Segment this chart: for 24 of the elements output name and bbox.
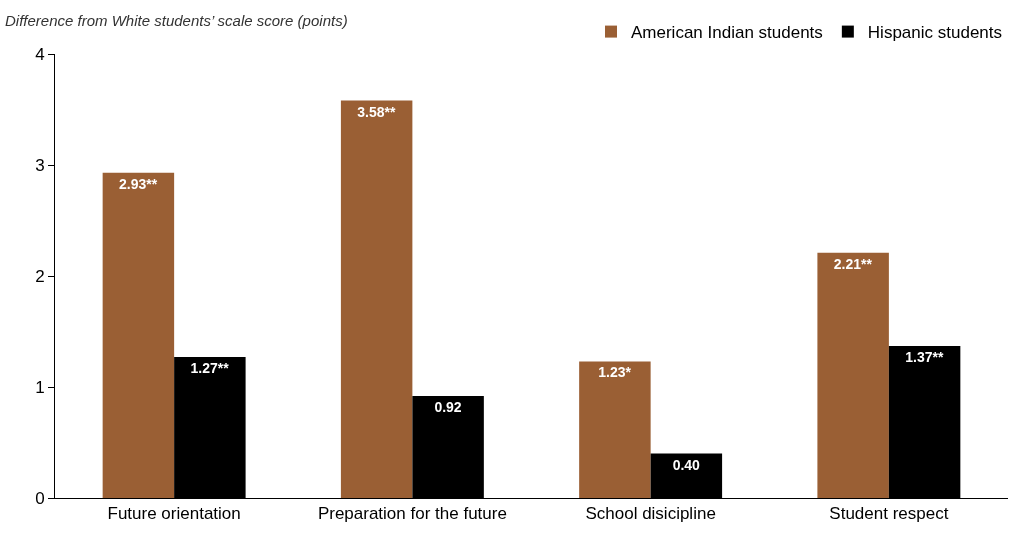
legend-label: Hispanic students: [867, 23, 1003, 43]
data-label: 3.58**: [357, 103, 396, 120]
x-tick-label: Future orientation: [107, 504, 241, 524]
y-tick-label: 3: [35, 155, 45, 175]
data-label: 0.40: [672, 456, 701, 473]
data-label: 1.37**: [905, 348, 944, 365]
bar: [817, 252, 889, 498]
data-label: 1.23*: [598, 364, 632, 381]
y-tick-label: 1: [35, 377, 45, 397]
data-label: 2.21**: [833, 255, 873, 272]
bar: [579, 361, 651, 498]
y-tick-label: 0: [35, 488, 45, 508]
data-label: 0.92: [434, 398, 462, 415]
y-tick-label: 4: [35, 44, 45, 64]
data-label: 1.27**: [190, 360, 230, 377]
data-label: 2.93**: [119, 175, 158, 192]
x-tick-label: Student respect: [829, 504, 949, 524]
y-tick-label: 2: [35, 266, 45, 286]
y-axis-title: Difference from White students’ scale score (points): [5, 12, 348, 29]
bar: [340, 100, 413, 498]
bar: [102, 172, 175, 498]
x-tick-label: Preparation for the future: [317, 504, 507, 524]
legend-label: American Indian students: [631, 23, 823, 43]
x-tick-label: School disicipline: [585, 504, 716, 524]
